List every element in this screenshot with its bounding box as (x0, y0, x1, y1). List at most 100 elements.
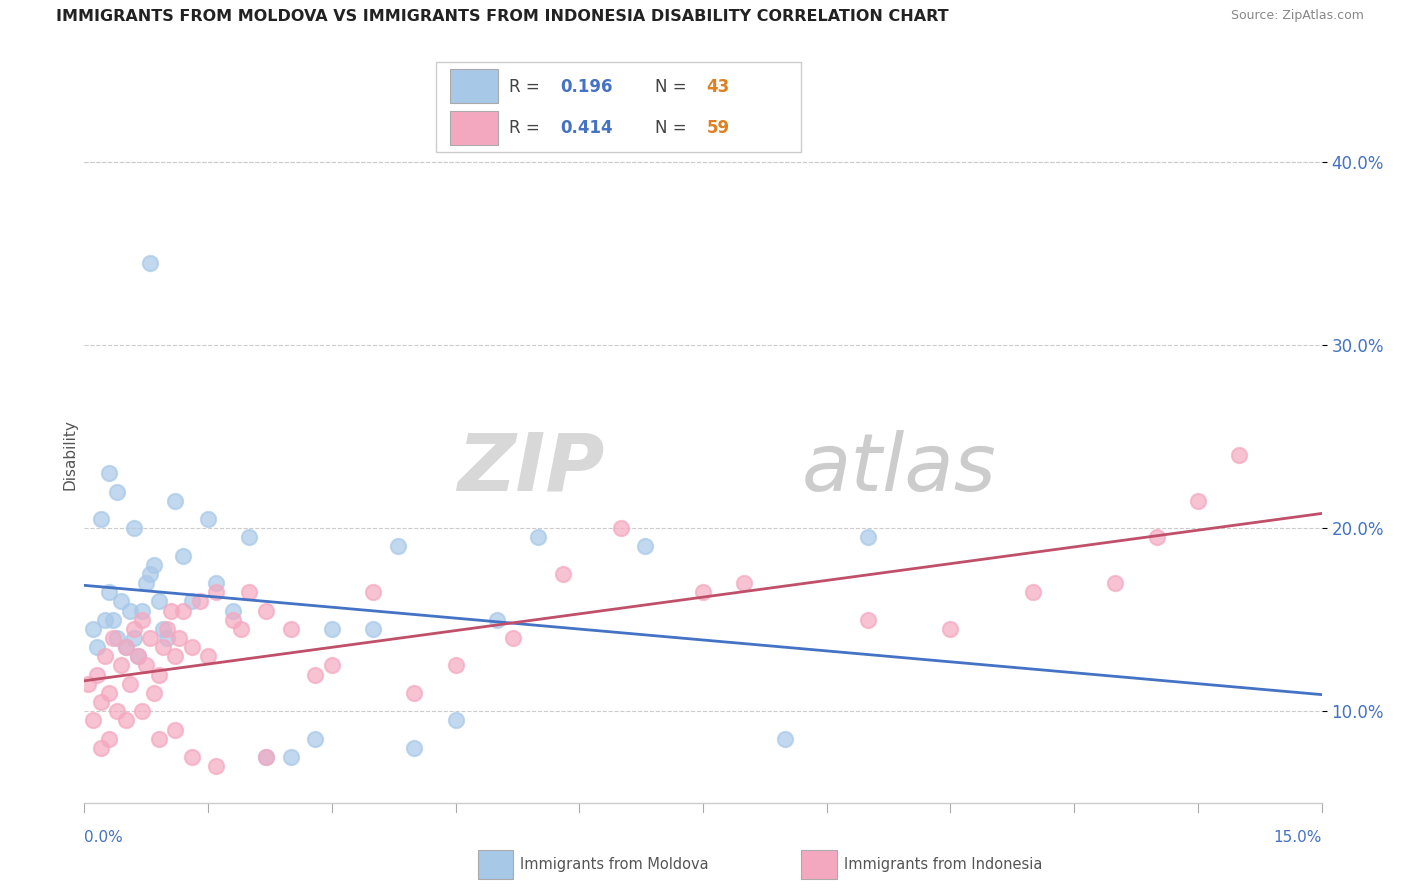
Point (1022, 585, 1045, 599)
Text: R =: R = (509, 78, 546, 95)
Point (502, 631, 524, 645)
Point (304, 667, 326, 681)
Point (238, 530, 260, 544)
Point (254, 750, 277, 764)
Point (122, 631, 145, 645)
FancyBboxPatch shape (436, 62, 801, 152)
Point (103, 631, 125, 645)
Point (98, 686, 121, 700)
Point (304, 731, 326, 746)
Point (110, 658, 132, 673)
Text: Source: ZipAtlas.com: Source: ZipAtlas.com (1230, 9, 1364, 22)
Point (165, 649, 187, 664)
Point (238, 585, 260, 599)
Point (404, 686, 426, 700)
Point (527, 530, 550, 544)
Point (551, 566, 574, 581)
Point (139, 631, 162, 645)
Point (135, 576, 157, 591)
Point (361, 622, 384, 636)
Point (143, 558, 166, 572)
Point (1187, 493, 1209, 508)
Point (118, 603, 141, 617)
Text: 0.0%: 0.0% (84, 830, 124, 846)
Point (444, 714, 467, 728)
Point (254, 750, 277, 764)
Point (77, 677, 100, 691)
Point (172, 603, 194, 617)
Point (165, 493, 187, 508)
Point (114, 714, 136, 728)
Text: 15.0%: 15.0% (1274, 830, 1322, 846)
Text: ZIP: ZIP (457, 430, 605, 508)
Text: Immigrants from Moldova: Immigrants from Moldova (520, 857, 709, 871)
Point (98, 731, 121, 746)
Text: 0.196: 0.196 (560, 78, 613, 95)
Point (114, 640, 136, 655)
Point (609, 521, 631, 535)
Point (152, 622, 174, 636)
Point (98, 585, 121, 599)
Point (167, 631, 190, 645)
Point (148, 731, 170, 746)
Point (404, 740, 426, 755)
Point (86, 667, 108, 681)
Point (180, 750, 202, 764)
Point (131, 613, 153, 627)
Point (94, 613, 117, 627)
Point (82, 622, 104, 636)
Point (634, 540, 657, 554)
Point (98, 467, 121, 481)
Point (148, 594, 170, 608)
Point (139, 566, 162, 581)
Text: N =: N = (655, 78, 692, 95)
Point (127, 649, 149, 664)
Point (131, 603, 153, 617)
Point (1146, 530, 1168, 544)
Point (180, 594, 202, 608)
Point (135, 658, 157, 673)
Point (165, 723, 187, 737)
Point (105, 484, 128, 499)
Point (82, 714, 104, 728)
Point (1104, 576, 1126, 591)
Text: 0.414: 0.414 (560, 119, 613, 136)
Point (160, 603, 183, 617)
Point (485, 613, 508, 627)
Point (143, 686, 166, 700)
Point (156, 631, 179, 645)
Point (148, 667, 170, 681)
Point (733, 576, 755, 591)
FancyBboxPatch shape (450, 69, 498, 103)
Point (180, 640, 202, 655)
Point (387, 540, 409, 554)
Point (90, 740, 112, 755)
Point (361, 585, 384, 599)
Point (205, 585, 228, 599)
Point (692, 585, 714, 599)
Point (188, 594, 211, 608)
Text: R =: R = (509, 119, 546, 136)
Point (856, 613, 879, 627)
Point (122, 622, 145, 636)
Point (172, 549, 194, 563)
Point (103, 613, 125, 627)
Point (90, 695, 112, 709)
Point (222, 613, 245, 627)
Point (156, 622, 179, 636)
Point (856, 530, 879, 544)
Point (775, 731, 797, 746)
Point (321, 622, 343, 636)
Point (114, 640, 136, 655)
Text: 43: 43 (706, 78, 730, 95)
Point (205, 759, 228, 773)
Point (939, 622, 962, 636)
Point (280, 750, 302, 764)
Point (321, 658, 343, 673)
Point (197, 512, 219, 526)
Point (118, 677, 141, 691)
Text: N =: N = (655, 119, 692, 136)
Text: atlas: atlas (801, 430, 997, 508)
Point (122, 521, 145, 535)
Text: IMMIGRANTS FROM MOLDOVA VS IMMIGRANTS FROM INDONESIA DISABILITY CORRELATION CHAR: IMMIGRANTS FROM MOLDOVA VS IMMIGRANTS FR… (56, 9, 949, 24)
